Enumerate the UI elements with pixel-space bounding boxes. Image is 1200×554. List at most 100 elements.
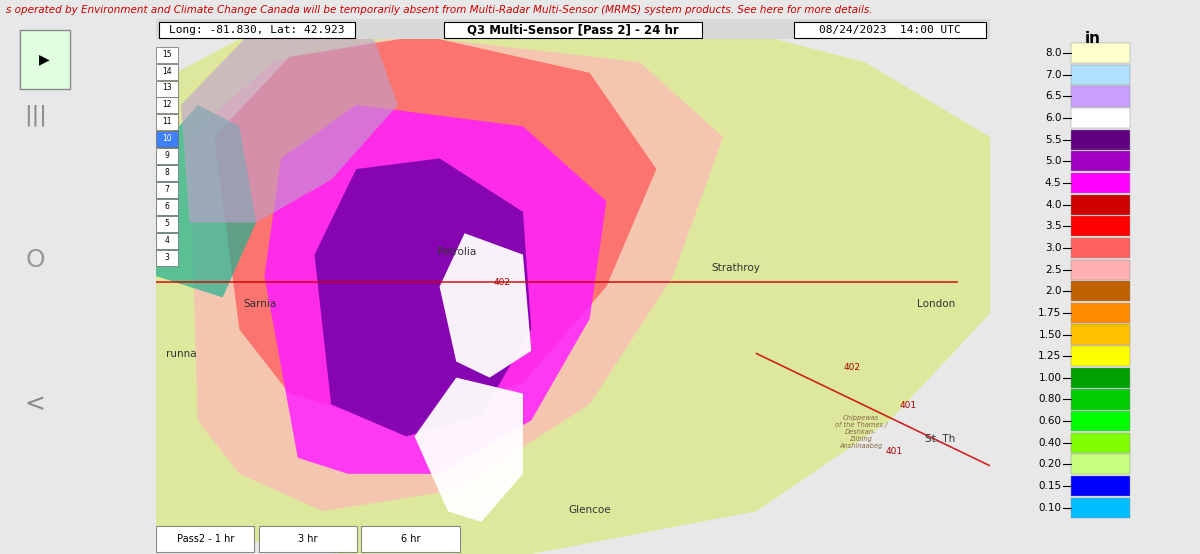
Text: 12: 12 xyxy=(162,100,172,110)
Text: runna: runna xyxy=(166,348,197,358)
Text: 8.0: 8.0 xyxy=(1045,48,1062,58)
Text: 6.0: 6.0 xyxy=(1045,113,1062,123)
FancyBboxPatch shape xyxy=(156,216,178,232)
FancyBboxPatch shape xyxy=(156,19,990,39)
FancyBboxPatch shape xyxy=(156,165,178,181)
Text: 14: 14 xyxy=(162,66,172,75)
Text: 15: 15 xyxy=(162,50,172,59)
Text: 4.5: 4.5 xyxy=(1045,178,1062,188)
Text: 13: 13 xyxy=(162,84,172,93)
Polygon shape xyxy=(190,35,724,511)
FancyBboxPatch shape xyxy=(156,47,178,63)
FancyBboxPatch shape xyxy=(794,22,986,38)
Text: 8: 8 xyxy=(164,168,169,177)
Text: 11: 11 xyxy=(162,117,172,126)
Text: 402: 402 xyxy=(493,278,511,287)
Text: 4.0: 4.0 xyxy=(1045,199,1062,210)
FancyBboxPatch shape xyxy=(1070,454,1130,474)
Text: 0.80: 0.80 xyxy=(1038,394,1062,404)
FancyBboxPatch shape xyxy=(160,22,355,38)
FancyBboxPatch shape xyxy=(156,526,254,552)
Text: Chippewas
of the Thames /
Deshkan-
Ziibing
Anshinaabeg: Chippewas of the Thames / Deshkan- Ziibi… xyxy=(834,415,887,449)
Text: Pass2 - 1 hr: Pass2 - 1 hr xyxy=(176,534,234,544)
Text: 2.0: 2.0 xyxy=(1045,286,1062,296)
FancyBboxPatch shape xyxy=(1070,368,1130,388)
Text: 402: 402 xyxy=(844,363,860,372)
Text: 7.0: 7.0 xyxy=(1045,70,1062,80)
FancyBboxPatch shape xyxy=(1070,86,1130,106)
Text: |||: ||| xyxy=(24,105,47,126)
Text: 6 hr: 6 hr xyxy=(401,534,420,544)
Text: 5.0: 5.0 xyxy=(1045,156,1062,166)
Polygon shape xyxy=(314,158,532,437)
Polygon shape xyxy=(414,378,523,522)
FancyBboxPatch shape xyxy=(156,233,178,249)
FancyBboxPatch shape xyxy=(1070,497,1130,518)
Text: 0.40: 0.40 xyxy=(1038,438,1062,448)
Text: 3.0: 3.0 xyxy=(1045,243,1062,253)
FancyBboxPatch shape xyxy=(1070,325,1130,345)
FancyBboxPatch shape xyxy=(156,64,178,80)
Text: Petrolia: Petrolia xyxy=(437,247,476,257)
FancyBboxPatch shape xyxy=(1070,281,1130,301)
Text: 0.15: 0.15 xyxy=(1038,481,1062,491)
Text: 3.5: 3.5 xyxy=(1045,222,1062,232)
Polygon shape xyxy=(156,19,990,554)
FancyBboxPatch shape xyxy=(361,526,460,552)
Text: 1.50: 1.50 xyxy=(1038,330,1062,340)
Text: 7: 7 xyxy=(164,185,169,194)
FancyBboxPatch shape xyxy=(19,30,70,89)
FancyBboxPatch shape xyxy=(1070,346,1130,366)
Text: 08/24/2023  14:00 UTC: 08/24/2023 14:00 UTC xyxy=(820,25,961,35)
Text: 0.10: 0.10 xyxy=(1038,502,1062,512)
FancyBboxPatch shape xyxy=(156,114,178,130)
Text: 401: 401 xyxy=(900,401,917,410)
FancyBboxPatch shape xyxy=(258,526,356,552)
Text: s operated by Environment and Climate Change Canada will be temporarily absent f: s operated by Environment and Climate Ch… xyxy=(6,4,872,15)
Text: 1.25: 1.25 xyxy=(1038,351,1062,361)
FancyBboxPatch shape xyxy=(1070,65,1130,85)
FancyBboxPatch shape xyxy=(156,250,178,266)
FancyBboxPatch shape xyxy=(1070,173,1130,193)
Text: 0.20: 0.20 xyxy=(1038,459,1062,469)
FancyBboxPatch shape xyxy=(1070,433,1130,453)
Text: 6.5: 6.5 xyxy=(1045,91,1062,101)
Text: 5: 5 xyxy=(164,219,169,228)
Text: 6: 6 xyxy=(164,202,169,211)
Text: 9: 9 xyxy=(164,151,169,160)
Text: in: in xyxy=(1085,31,1100,46)
Text: 10: 10 xyxy=(162,134,172,143)
FancyBboxPatch shape xyxy=(1070,194,1130,215)
Text: Q3 Multi-Sensor [Pass 2] - 24 hr: Q3 Multi-Sensor [Pass 2] - 24 hr xyxy=(467,24,679,37)
FancyBboxPatch shape xyxy=(156,80,178,96)
Text: 5.5: 5.5 xyxy=(1045,135,1062,145)
Polygon shape xyxy=(181,35,398,223)
FancyBboxPatch shape xyxy=(1070,411,1130,431)
FancyBboxPatch shape xyxy=(1070,476,1130,496)
FancyBboxPatch shape xyxy=(156,182,178,198)
FancyBboxPatch shape xyxy=(1070,216,1130,237)
Text: O: O xyxy=(25,248,44,272)
Text: Long: -81.830, Lat: 42.923: Long: -81.830, Lat: 42.923 xyxy=(169,25,344,35)
FancyBboxPatch shape xyxy=(1070,303,1130,323)
Text: Strathroy: Strathroy xyxy=(712,263,760,273)
Text: <: < xyxy=(25,392,46,416)
Polygon shape xyxy=(264,105,606,474)
Text: London: London xyxy=(917,299,955,309)
FancyBboxPatch shape xyxy=(156,131,178,147)
Text: Glencoe: Glencoe xyxy=(569,505,611,515)
Polygon shape xyxy=(215,35,656,425)
Text: 1.75: 1.75 xyxy=(1038,308,1062,318)
FancyBboxPatch shape xyxy=(1070,108,1130,128)
Text: 1.00: 1.00 xyxy=(1038,373,1062,383)
Text: ▶: ▶ xyxy=(40,53,49,66)
Text: 4: 4 xyxy=(164,236,169,245)
Text: 3: 3 xyxy=(164,253,169,262)
Text: Sarnia: Sarnia xyxy=(244,299,277,309)
FancyBboxPatch shape xyxy=(444,22,702,38)
FancyBboxPatch shape xyxy=(1070,260,1130,280)
Polygon shape xyxy=(156,105,256,297)
FancyBboxPatch shape xyxy=(156,199,178,215)
FancyBboxPatch shape xyxy=(1070,389,1130,409)
FancyBboxPatch shape xyxy=(156,98,178,114)
